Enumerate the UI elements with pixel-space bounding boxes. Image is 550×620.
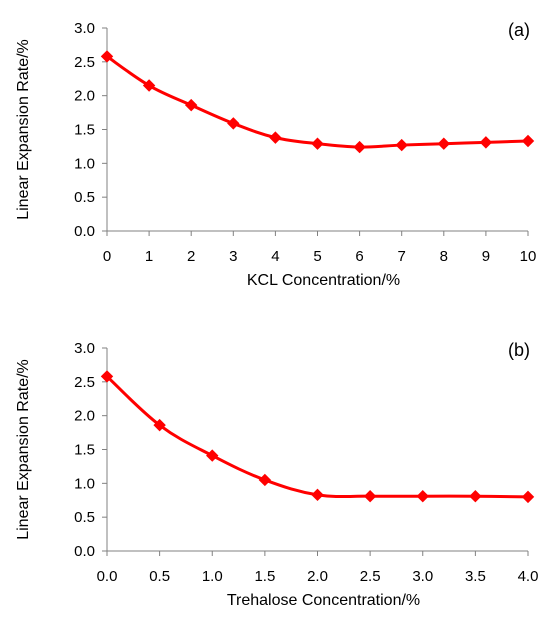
data-point-marker: [100, 370, 114, 383]
y-tick-label: 1.0: [74, 475, 95, 492]
y-tick-label: 2.5: [74, 54, 95, 71]
data-point-marker: [258, 473, 272, 487]
y-tick-label: 0.5: [74, 189, 95, 206]
x-tick-label: 3: [229, 248, 237, 265]
y-tick-label: 0.0: [74, 223, 95, 240]
data-point-marker: [206, 449, 219, 462]
x-tick-label: 1.0: [202, 568, 223, 585]
x-axis-label: Trehalose Concentration/%: [227, 592, 420, 609]
y-tick-label: 0.0: [74, 543, 95, 560]
data-point-marker: [521, 134, 535, 148]
x-tick-label: 1.5: [254, 568, 275, 585]
data-point-marker: [469, 489, 482, 503]
y-axis-label: Linear Expansion Rate/%: [15, 359, 32, 540]
x-tick-label: 0.5: [149, 568, 170, 585]
x-tick-label: 9: [482, 248, 490, 265]
y-tick-label: 0.5: [74, 509, 95, 526]
x-tick-label: 3.5: [465, 568, 486, 585]
data-point-marker: [353, 140, 366, 154]
x-tick-label: 6: [355, 248, 363, 265]
data-point-marker: [395, 138, 408, 152]
x-tick-label: 8: [440, 248, 448, 265]
chart-panel-b: 0.0 0.5 1.0 1.5 2.0 2.5 3.0 0.0 0.5 1.0 1.5 2.0 2.5 3…: [15, 340, 538, 609]
x-tick-label: 3.0: [412, 568, 433, 585]
data-point-marker: [416, 489, 429, 503]
x-tick-label: 0.0: [97, 568, 118, 585]
data-point-marker: [363, 489, 377, 503]
data-point-marker: [437, 137, 451, 150]
y-tick-label: 2.5: [74, 374, 95, 391]
x-tick-label: 2.0: [307, 568, 328, 585]
data-point-marker: [269, 131, 282, 144]
data-point-marker: [479, 136, 493, 149]
y-tick-label: 1.0: [74, 155, 95, 172]
data-point-marker: [311, 137, 324, 150]
data-point-marker: [227, 117, 240, 130]
data-point-marker: [142, 79, 156, 92]
x-tick-label: 7: [398, 248, 406, 265]
x-tick-label: 0: [103, 248, 111, 265]
x-tick-label: 4.0: [518, 568, 539, 585]
x-tick-label: 2.5: [360, 568, 381, 585]
series-line: [105, 374, 530, 499]
data-point-marker: [311, 488, 324, 502]
y-tick-label: 3.0: [74, 340, 95, 357]
x-tick-label: 4: [271, 248, 279, 265]
x-tick-label: 1: [145, 248, 153, 265]
y-tick-label: 3.0: [74, 20, 95, 37]
y-tick-label: 2.0: [74, 88, 95, 105]
data-point-marker: [521, 490, 535, 504]
panel-label: (b): [508, 340, 530, 360]
x-tick-label: 2: [187, 248, 195, 265]
y-tick-label: 1.5: [74, 122, 95, 139]
x-axis-label: KCL Concentration/%: [247, 272, 400, 289]
x-tick-label: 5: [313, 248, 321, 265]
y-axis-label: Linear Expansion Rate/%: [15, 39, 32, 220]
chart-panel-a: 0.0 0.5 1.0 1.5 2.0 2.5 3.0 0 1 2 3 4 5 6 7 8 9 10 KCL Con…: [15, 20, 536, 289]
y-tick-label: 1.5: [74, 442, 95, 459]
data-point-marker: [184, 98, 198, 112]
data-point-marker: [100, 50, 114, 63]
series-line: [105, 54, 530, 149]
data-point-marker: [153, 418, 166, 432]
panel-label: (a): [508, 20, 530, 40]
x-tick-label: 10: [520, 248, 537, 265]
y-tick-label: 2.0: [74, 408, 95, 425]
